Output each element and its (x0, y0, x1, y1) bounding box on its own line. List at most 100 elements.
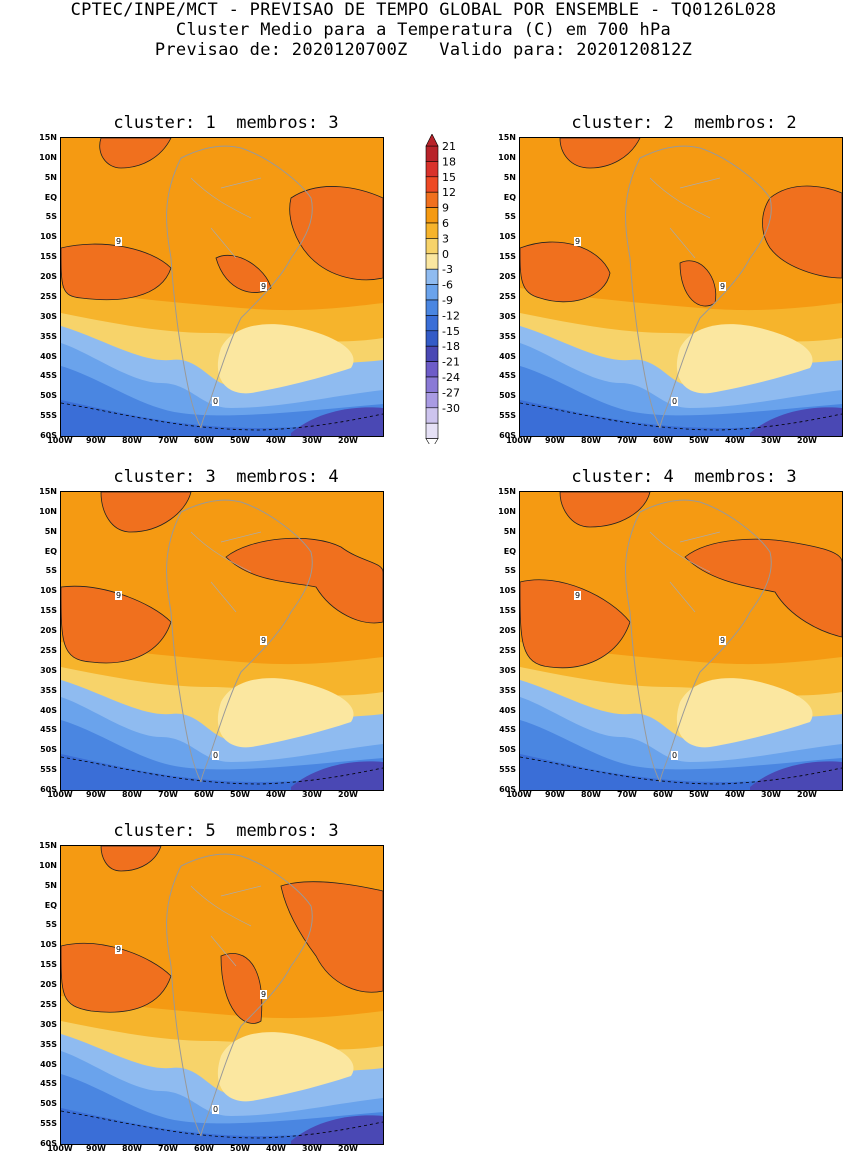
colorbar-label: 15 (442, 171, 456, 184)
longitude-label: 20W (338, 436, 358, 445)
colorbar-swatch (425, 361, 439, 378)
longitude-label: 30W (302, 436, 322, 445)
colorbar-swatch (425, 392, 439, 409)
latitude-label: 30S (40, 1019, 57, 1029)
longitude-label: 90W (86, 436, 106, 445)
colorbar-swatch (425, 376, 439, 393)
latitude-label: 5S (45, 566, 57, 576)
latitude-label: 55S (499, 411, 516, 421)
longitude-label: 100W (47, 1144, 73, 1153)
latitude-label: 55S (40, 765, 57, 775)
latitude-label: 10N (39, 506, 57, 516)
latitude-label: 15S (40, 252, 57, 262)
colorbar-swatch (425, 161, 439, 178)
latitude-label: 45S (40, 725, 57, 735)
colorbar-label: 0 (442, 248, 449, 261)
colorbar-swatch (425, 191, 439, 208)
colorbar-label: 3 (442, 232, 449, 245)
longitude-label: 60W (653, 790, 673, 799)
latitude-label: EQ (44, 900, 57, 910)
panel-1-contour-label: 9 (260, 282, 268, 291)
colorbar-swatch (425, 176, 439, 193)
longitude-label: 80W (581, 790, 601, 799)
colorbar-swatch (425, 407, 439, 424)
longitude-label: 50W (230, 1144, 250, 1153)
longitude-label: 90W (545, 436, 565, 445)
latitude-label: EQ (503, 192, 516, 202)
colorbar-top-arrow (425, 133, 439, 147)
latitude-label: 35S (40, 331, 57, 341)
longitude-label: 40W (266, 790, 286, 799)
latitude-label: 25S (499, 645, 516, 655)
latitude-label: 20S (40, 980, 57, 990)
longitude-label: 30W (302, 790, 322, 799)
latitude-label: 10S (40, 232, 57, 242)
longitude-label: 20W (338, 1144, 358, 1153)
latitude-label: 15N (498, 487, 516, 496)
latitude-label: 15S (499, 606, 516, 616)
panel-4-map (519, 491, 843, 791)
panel-5-contour-label: 9 (115, 945, 123, 954)
longitude-label: 90W (86, 1144, 106, 1153)
panel-3-contour-label: 9 (260, 636, 268, 645)
panel-3-title: cluster: 3 membros: 4 (113, 467, 339, 487)
latitude-label: 20S (499, 272, 516, 282)
latitude-label: 15S (499, 252, 516, 262)
longitude-label: 20W (338, 790, 358, 799)
longitude-label: 50W (230, 790, 250, 799)
colorbar-swatch (425, 330, 439, 347)
panel-3-contour-label: 9 (115, 591, 123, 600)
panel-5-map (60, 845, 384, 1145)
colorbar-swatch (425, 345, 439, 362)
longitude-label: 30W (761, 790, 781, 799)
colorbar-swatch (425, 268, 439, 285)
longitude-label: 20W (797, 790, 817, 799)
latitude-label: 45S (40, 1079, 57, 1089)
latitude-label: 15N (39, 487, 57, 496)
panel-2-contour-label: 9 (719, 282, 727, 291)
colorbar-swatch (425, 207, 439, 224)
colorbar-label: -12 (442, 309, 460, 322)
colorbar-label: 18 (442, 155, 456, 168)
header-subtitle: Cluster Medio para a Temperatura (C) em … (175, 20, 672, 40)
longitude-label: 80W (122, 436, 142, 445)
latitude-label: 50S (499, 745, 516, 755)
longitude-label: 70W (617, 436, 637, 445)
panel-4-contour-label: 9 (574, 591, 582, 600)
latitude-label: 45S (499, 725, 516, 735)
longitude-label: 100W (506, 790, 532, 799)
latitude-label: 10S (499, 232, 516, 242)
colorbar-label: -9 (442, 294, 453, 307)
colorbar-bottom-arrow (425, 438, 439, 450)
longitude-label: 60W (653, 436, 673, 445)
latitude-label: 15N (498, 133, 516, 142)
longitude-label: 70W (158, 1144, 178, 1153)
longitude-label: 40W (725, 436, 745, 445)
colorbar-label: 12 (442, 186, 456, 199)
panel-5-contour-label: 0 (212, 1105, 220, 1114)
latitude-label: 40S (499, 351, 516, 361)
longitude-label: 100W (47, 790, 73, 799)
latitude-label: 35S (40, 1039, 57, 1049)
header-dates: Previsao de: 2020120700Z Valido para: 20… (154, 40, 693, 60)
latitude-label: 10N (39, 860, 57, 870)
latitude-label: 15N (39, 841, 57, 850)
longitude-label: 20W (797, 436, 817, 445)
panel-1-contour-label: 0 (212, 397, 220, 406)
latitude-label: 10S (40, 586, 57, 596)
panel-3-map (60, 491, 384, 791)
latitude-label: 50S (40, 745, 57, 755)
panel-1-map (60, 137, 384, 437)
panel-3-contour-label: 0 (212, 751, 220, 760)
latitude-label: 30S (499, 311, 516, 321)
latitude-label: 35S (499, 331, 516, 341)
latitude-label: 35S (40, 685, 57, 695)
colorbar: 21 18 15 12 9 6 3 0 -3 -6 -9 -12 -15 -18 -21 -24 -27 -30 (424, 133, 484, 450)
colorbar-label: -15 (442, 325, 460, 338)
latitude-label: 15S (40, 606, 57, 616)
latitude-label: 55S (40, 1119, 57, 1129)
latitude-label: 60S (40, 431, 57, 440)
latitude-label: 50S (499, 391, 516, 401)
panel-4-contour-label: 9 (719, 636, 727, 645)
colorbar-label: -3 (442, 263, 453, 276)
